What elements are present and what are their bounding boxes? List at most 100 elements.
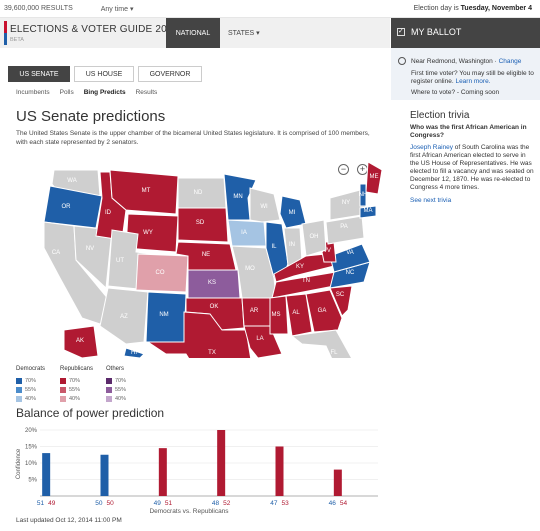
learn-more-link[interactable]: Learn more. [455,78,491,85]
legend-swatch [60,386,66,393]
state-va[interactable] [329,243,371,273]
state-nh[interactable] [359,183,367,207]
state-ga[interactable] [305,289,343,333]
subnav-results[interactable]: Results [135,89,158,96]
tab-us-senate[interactable]: US SENATE [8,66,70,82]
trivia-title: Election trivia [410,110,470,121]
legend-swatch [60,395,66,402]
state-tx[interactable] [146,311,252,358]
state-label-ak: AK [76,338,84,344]
trivia-question: Who was the first African American in Co… [410,124,527,139]
checkbox-icon: ✓ [397,28,405,36]
x-tick-dem: 48 [212,500,220,507]
time-filter-dropdown[interactable]: Any time ▾ [101,5,134,13]
state-hi[interactable] [123,347,145,358]
x-tick-dem: 46 [329,500,337,507]
x-tick-rep: 52 [223,500,231,507]
y-axis-label: Confidence [16,448,22,479]
subnav-incumbents[interactable]: Incumbents [16,89,50,96]
top-bar: 39,600,000 RESULTS Any time ▾ Election d… [0,0,540,18]
state-label-wi: WI [260,204,268,210]
change-location-link[interactable]: Change [498,58,522,65]
us-senate-map[interactable]: WA OR CA NV ID MT WY UT AZ CO NM ND SD NE KS OK TX MN IA MO… [30,158,385,358]
state-sd[interactable] [177,207,229,243]
state-label-mo: MO [245,266,255,272]
tab-national[interactable]: NATIONAL [166,18,220,48]
first-time-voter-message: First time voter? You may still be eligi… [411,70,534,85]
state-wi[interactable] [249,187,281,223]
state-ma[interactable] [359,205,377,219]
result-count: 39,600,000 RESULTS [4,5,73,12]
state-pa[interactable] [325,215,365,245]
state-label-tx: TX [208,350,216,356]
state-label-hi: HI [131,350,137,356]
state-label-mt: MT [142,188,151,194]
state-fl[interactable] [290,329,356,358]
state-label-tn: TN [302,278,310,284]
state-label-mi: MI [289,210,296,216]
tab-us-house[interactable]: US HOUSE [74,66,134,82]
next-trivia-link[interactable]: See next trivia [410,197,452,204]
legend-label: 70% [25,377,37,384]
state-label-pa: PA [340,224,348,230]
election-day-notice: Election day is Tuesday, November 4 [414,5,532,12]
chevron-down-icon: ▾ [256,30,260,37]
state-label-ia: IA [241,230,247,236]
state-label-id: ID [105,210,112,216]
y-tick-label: 20% [25,428,38,434]
state-oh[interactable] [301,219,327,257]
x-tick-rep: 51 [165,500,173,507]
guide-header: ELECTIONS & VOTER GUIDE 2014 BETA NATION… [0,18,390,48]
states-dropdown[interactable]: STATES ▾ [228,29,260,37]
state-ak[interactable] [63,325,99,358]
x-tick-dem: 47 [270,500,278,507]
trivia-answer-text: of South Carolina was the first African … [410,144,534,191]
state-ms[interactable] [269,295,289,335]
race-tabs: US SENATE US HOUSE GOVERNOR [8,66,206,82]
state-co[interactable] [135,253,189,293]
state-ia[interactable] [227,219,267,247]
state-mn[interactable] [223,173,257,221]
y-tick-label: 15% [25,445,38,451]
state-label-ny: NY [342,200,350,206]
state-label-oh: OH [310,234,319,240]
page-title: US Senate predictions [16,108,166,125]
state-label-nm: NM [159,312,168,318]
state-label-co: CO [156,270,165,276]
state-me[interactable] [365,161,383,195]
x-tick-dem: 49 [154,500,162,507]
state-label-wy: WY [143,230,153,236]
legend-swatch [16,386,22,393]
legend-item: 40% [106,394,150,403]
state-label-al: AL [292,310,300,316]
subnav-polls[interactable]: Polls [59,89,74,96]
state-al[interactable] [285,293,313,337]
x-axis-label: Democrats vs. Republicans [149,508,229,515]
state-label-sd: SD [196,220,205,226]
tab-governor[interactable]: GOVERNOR [138,66,202,82]
trivia-name-link[interactable]: Joseph Rainey [410,144,453,151]
legend-item: 40% [16,394,60,403]
legend-group: Others 70% 55% 40% [106,366,150,403]
x-tick-rep: 50 [107,500,115,507]
state-mt[interactable] [109,169,179,215]
election-trivia: Election trivia Who was the first Africa… [410,110,535,205]
state-label-la: LA [256,336,263,342]
zoom-out-button[interactable]: − [338,164,349,175]
x-tick-rep: 49 [48,500,56,507]
state-mi[interactable] [279,195,307,229]
brand-stripe [4,21,7,45]
state-az[interactable] [99,287,149,345]
legend-swatch [16,377,22,384]
subnav-bing-predicts[interactable]: Bing Predicts [83,89,126,96]
state-label-nd: ND [194,190,203,196]
state-label-wa: WA [67,178,76,184]
my-ballot-header[interactable]: ✓ MY BALLOT [391,18,540,48]
y-tick-label: 10% [25,461,38,467]
last-updated: Last updated Oct 12, 2014 11:00 PM [16,517,122,524]
legend-item: 70% [60,376,104,385]
legend-label: 70% [69,377,81,384]
state-sc[interactable] [329,285,353,317]
state-label-ca: CA [52,250,60,256]
state-label-fl: FL [330,350,338,356]
